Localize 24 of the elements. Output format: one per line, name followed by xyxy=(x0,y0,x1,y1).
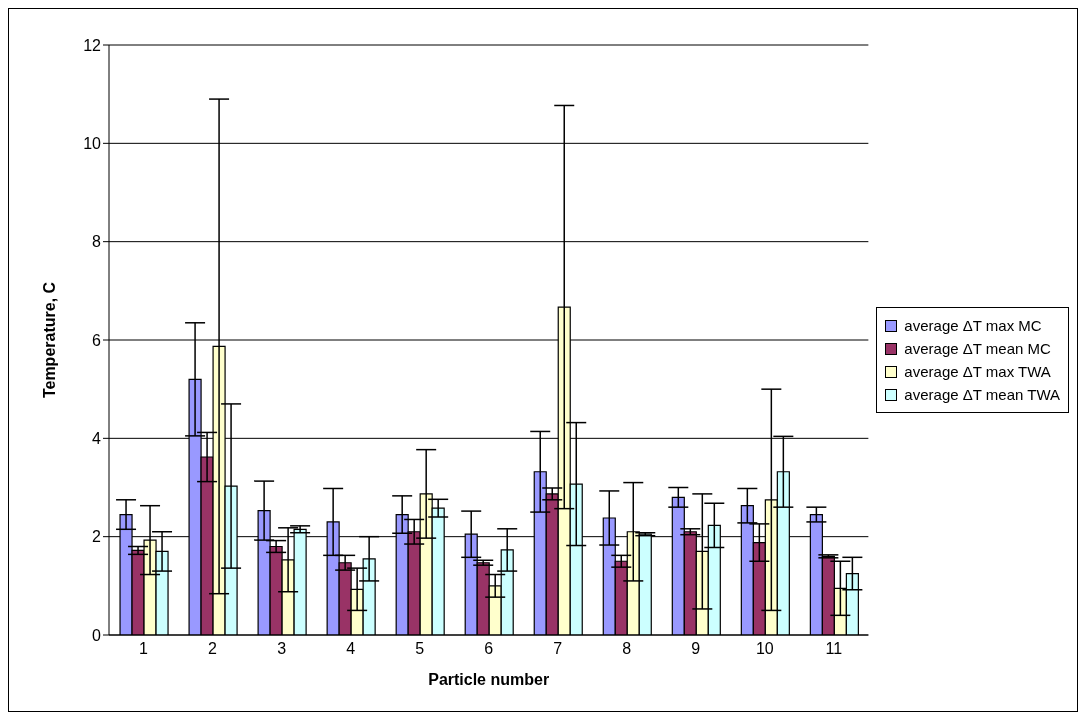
y-tick-label: 2 xyxy=(92,528,102,546)
y-axis-title: Temperature, C xyxy=(40,281,58,399)
x-tick-label: 2 xyxy=(208,640,218,658)
y-tick-label: 4 xyxy=(92,430,102,448)
x-tick-label: 10 xyxy=(755,640,774,658)
legend-label: average ΔT max TWA xyxy=(904,362,1051,382)
y-tick-label: 8 xyxy=(92,233,102,251)
y-tick-label: 0 xyxy=(92,626,102,644)
y-tick-label: 6 xyxy=(92,331,102,349)
legend-label: average ΔT max MC xyxy=(904,316,1042,336)
x-tick-label: 6 xyxy=(484,640,494,658)
x-tick-label: 11 xyxy=(825,640,843,658)
x-tick-label: 7 xyxy=(553,640,563,658)
x-tick-label: 5 xyxy=(415,640,425,658)
x-tick-label: 4 xyxy=(346,640,356,658)
x-tick-label: 3 xyxy=(277,640,287,658)
x-axis-title: Particle number xyxy=(428,671,550,688)
y-tick-label: 10 xyxy=(83,135,102,153)
x-tick-label: 8 xyxy=(622,640,632,658)
legend-label: average ΔT mean MC xyxy=(904,339,1051,359)
x-tick-label: 9 xyxy=(691,640,701,658)
legend-label: average ΔT mean TWA xyxy=(904,385,1060,405)
y-tick-label: 12 xyxy=(83,36,102,54)
x-tick-label: 1 xyxy=(139,640,149,658)
